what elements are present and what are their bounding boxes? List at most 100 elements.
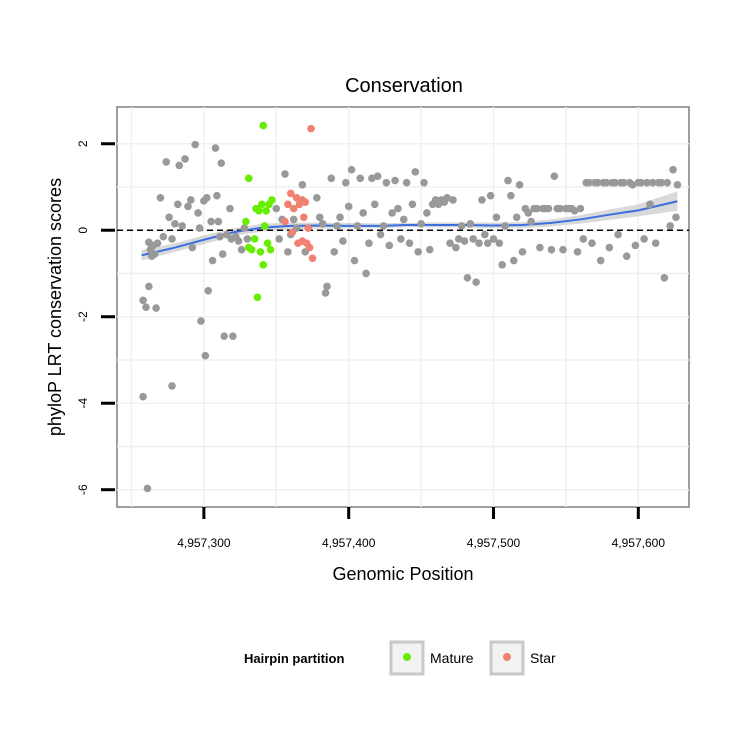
data-point-star xyxy=(286,189,295,198)
legend-label-star: Star xyxy=(530,650,556,666)
data-point-other xyxy=(576,204,585,213)
data-point-other xyxy=(628,181,637,189)
data-point-other xyxy=(162,158,171,166)
data-point-other xyxy=(272,204,281,213)
data-point-other xyxy=(640,235,648,243)
data-point-other xyxy=(217,159,226,168)
data-point-other xyxy=(171,219,179,228)
data-point-other xyxy=(512,213,521,222)
data-point-other xyxy=(150,250,159,258)
data-point-other xyxy=(460,237,469,245)
grid-lines xyxy=(117,107,689,507)
data-point-other xyxy=(483,239,492,248)
data-point-other xyxy=(321,289,330,297)
x-tick-label: 4,957,600 xyxy=(612,536,666,550)
data-point-other xyxy=(547,245,556,254)
x-tick-label: 4,957,400 xyxy=(322,536,376,550)
data-point-other xyxy=(631,241,640,250)
data-point-other xyxy=(347,165,356,174)
data-point-other xyxy=(556,204,564,213)
data-point-other xyxy=(536,243,544,252)
data-point-other xyxy=(226,204,234,213)
data-point-other xyxy=(620,178,628,187)
data-point-other xyxy=(469,235,478,243)
data-point-other xyxy=(376,230,385,239)
data-point-other xyxy=(201,351,210,360)
data-point-other xyxy=(373,172,382,180)
data-point-other xyxy=(648,178,657,187)
data-point-other xyxy=(165,213,173,222)
data-point-other xyxy=(385,241,394,250)
data-point-other xyxy=(240,224,249,232)
data-point-other xyxy=(237,245,246,254)
data-point-other xyxy=(673,181,682,189)
data-point-other xyxy=(175,161,184,170)
data-point-other xyxy=(368,174,376,183)
data-point-other xyxy=(486,191,495,200)
data-point-other xyxy=(646,200,654,209)
y-tick-label: 0 xyxy=(76,227,90,234)
data-point-other xyxy=(423,209,431,217)
y-tick-label: 2 xyxy=(76,140,90,147)
data-point-other xyxy=(313,194,321,202)
data-point-other xyxy=(214,217,223,226)
data-point-mature xyxy=(253,293,262,302)
data-point-other xyxy=(402,178,411,187)
y-tick-label: -4 xyxy=(76,398,90,409)
legend-label-mature: Mature xyxy=(430,650,474,666)
data-point-mature xyxy=(263,239,272,248)
data-point-other xyxy=(397,235,405,243)
data-point-other xyxy=(391,176,399,185)
data-point-other xyxy=(359,209,367,217)
data-point-other xyxy=(481,230,489,239)
data-point-other xyxy=(187,196,195,204)
data-point-other xyxy=(298,181,307,189)
data-point-other xyxy=(284,248,292,256)
data-point-mature xyxy=(242,217,250,226)
data-point-other xyxy=(194,209,202,217)
data-point-other xyxy=(388,209,396,217)
x-tick-label: 4,957,500 xyxy=(467,536,521,550)
data-point-other xyxy=(159,232,168,241)
data-point-other xyxy=(139,392,147,401)
data-point-other xyxy=(379,222,388,230)
data-point-mature xyxy=(262,206,270,215)
data-point-other xyxy=(637,178,646,187)
data-point-other xyxy=(350,256,359,265)
data-point-star xyxy=(300,213,308,222)
y-tick-label: -6 xyxy=(76,484,90,495)
data-point-other xyxy=(466,219,475,228)
data-point-other xyxy=(651,239,660,248)
data-point-other xyxy=(509,256,518,265)
legend-title: Hairpin partition xyxy=(244,651,344,666)
data-point-mature xyxy=(259,261,268,269)
data-point-star xyxy=(292,194,301,202)
data-point-other xyxy=(614,230,622,239)
data-point-other xyxy=(339,237,347,245)
plot-panel xyxy=(116,106,690,508)
x-tick-label: 4,957,300 xyxy=(177,536,231,550)
data-point-other xyxy=(605,243,614,252)
data-point-mature xyxy=(255,206,263,215)
data-point-mature xyxy=(258,200,266,209)
data-point-other xyxy=(501,222,509,230)
data-point-other xyxy=(365,239,373,248)
data-point-other xyxy=(229,332,237,340)
legend-dot-mature xyxy=(403,653,411,661)
data-point-other xyxy=(452,243,460,252)
data-point-other xyxy=(544,204,553,213)
data-point-other xyxy=(570,206,579,215)
data-point-other xyxy=(611,178,619,187)
data-point-other xyxy=(207,217,215,226)
data-point-mature xyxy=(268,196,276,204)
data-point-other xyxy=(463,274,472,282)
data-point-other xyxy=(457,222,466,230)
data-point-mature xyxy=(259,121,268,130)
data-point-other xyxy=(353,222,362,230)
data-point-mature xyxy=(244,174,253,183)
data-point-other xyxy=(408,200,417,209)
data-point-other xyxy=(323,282,331,291)
data-point-other xyxy=(152,304,160,312)
data-point-other xyxy=(168,382,176,390)
data-point-other xyxy=(168,235,176,243)
